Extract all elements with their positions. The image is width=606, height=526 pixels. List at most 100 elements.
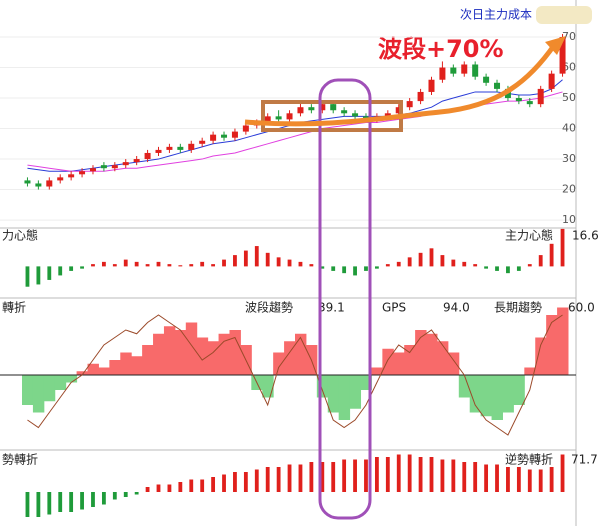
candle-body xyxy=(472,64,479,77)
area-segment xyxy=(338,375,351,420)
bar xyxy=(243,472,248,492)
candle-body xyxy=(275,116,282,120)
area-segment xyxy=(491,375,503,420)
bar xyxy=(385,457,390,492)
readout-name: GPS xyxy=(382,301,406,315)
bar xyxy=(440,255,445,267)
bar xyxy=(309,462,314,492)
candle-body xyxy=(483,76,490,83)
bar xyxy=(549,467,554,492)
bar xyxy=(178,265,183,267)
candle-body xyxy=(133,159,140,163)
bar xyxy=(134,492,139,495)
candle-body xyxy=(330,104,337,111)
bar xyxy=(233,472,237,492)
bar xyxy=(156,261,161,267)
area-segment xyxy=(557,307,569,375)
bar xyxy=(69,266,74,271)
bar xyxy=(506,467,510,492)
candle-body xyxy=(341,110,348,114)
bar xyxy=(374,457,379,492)
area-segment xyxy=(185,322,198,375)
candle-body xyxy=(79,171,86,175)
area-segment xyxy=(327,375,340,413)
candle-body xyxy=(188,143,195,150)
highlight-box xyxy=(318,78,372,520)
candle-body xyxy=(308,107,315,111)
candle-body xyxy=(450,67,457,74)
bar xyxy=(47,266,52,280)
bar xyxy=(276,257,281,267)
bar xyxy=(396,261,401,267)
bar xyxy=(112,264,117,267)
bar xyxy=(473,264,478,267)
area-segment xyxy=(32,375,45,413)
area-segment xyxy=(295,333,307,375)
candle-body xyxy=(537,88,544,105)
bar xyxy=(200,261,205,267)
candle-body xyxy=(242,125,249,132)
candle-body xyxy=(221,134,228,138)
bar xyxy=(25,266,30,287)
bar xyxy=(25,492,30,517)
bar xyxy=(134,261,139,267)
area-segment xyxy=(535,337,547,375)
panel-title: 主力心態 xyxy=(505,228,553,243)
y-tick-label: 40 xyxy=(562,122,576,135)
trend-line xyxy=(27,314,563,436)
bar xyxy=(233,255,237,267)
bar xyxy=(101,492,106,505)
annotations xyxy=(244,36,566,520)
bar xyxy=(167,264,172,267)
area-segment xyxy=(54,375,67,390)
bar xyxy=(145,487,150,492)
candle-body xyxy=(428,79,435,92)
area-segment xyxy=(469,375,482,413)
bar xyxy=(451,459,456,492)
candle-body xyxy=(210,134,217,141)
bar xyxy=(407,257,412,267)
bar xyxy=(440,459,445,492)
bar xyxy=(156,484,161,492)
candle-body xyxy=(417,91,424,102)
area-segment xyxy=(163,326,176,375)
bar xyxy=(298,261,303,267)
bar xyxy=(222,259,226,267)
area-segment xyxy=(43,375,56,402)
area-segment xyxy=(316,375,329,398)
candle-body xyxy=(384,113,391,117)
bar xyxy=(364,266,368,271)
y-tick-label: 30 xyxy=(562,152,576,165)
candle-body xyxy=(319,104,326,111)
bar xyxy=(331,462,336,492)
bar xyxy=(429,248,434,267)
area-segment xyxy=(273,352,285,375)
area-segment xyxy=(142,345,154,375)
bar xyxy=(506,266,510,274)
bar xyxy=(462,462,467,492)
candle-body xyxy=(68,174,75,178)
bar xyxy=(462,261,467,267)
bar xyxy=(407,454,412,492)
bar xyxy=(254,246,259,267)
area-segment xyxy=(426,333,438,375)
candle-body xyxy=(297,107,304,114)
arrow-head xyxy=(545,36,566,55)
candle-body xyxy=(177,146,184,150)
candle-body xyxy=(439,67,446,80)
bar xyxy=(80,266,84,269)
candle-body xyxy=(166,146,173,150)
bar xyxy=(538,255,543,267)
candle-body xyxy=(494,82,501,89)
candle-body xyxy=(199,140,206,144)
area-segment xyxy=(229,330,241,375)
area-segment xyxy=(447,352,460,375)
bar xyxy=(516,467,521,492)
area-segment xyxy=(131,356,143,375)
bar xyxy=(418,457,423,492)
candle-body xyxy=(395,107,402,114)
bar xyxy=(287,464,292,492)
bar xyxy=(211,477,216,492)
candle-body xyxy=(100,165,107,169)
area-segment xyxy=(98,367,110,375)
